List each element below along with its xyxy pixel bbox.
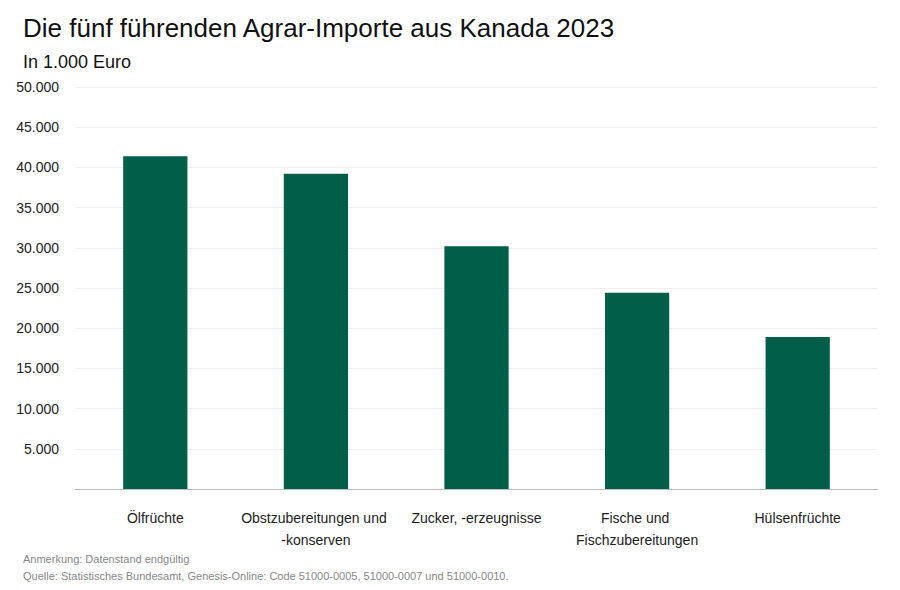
svg-text:10.000: 10.000	[16, 401, 59, 417]
svg-text:5.000: 5.000	[24, 441, 59, 457]
svg-text:45.000: 45.000	[16, 119, 59, 135]
svg-text:15.000: 15.000	[16, 360, 59, 376]
svg-text:Ölfrüchte: Ölfrüchte	[127, 509, 184, 526]
svg-text:Hülsenfrüchte: Hülsenfrüchte	[755, 510, 842, 526]
svg-text:20.000: 20.000	[16, 320, 59, 336]
svg-text:Fischzubereitungen: Fischzubereitungen	[576, 532, 698, 548]
svg-text:Quelle: Statistisches Bundesam: Quelle: Statistisches Bundesamt, Genesis…	[23, 570, 509, 582]
svg-text:50.000: 50.000	[16, 79, 59, 95]
svg-text:30.000: 30.000	[16, 240, 59, 256]
svg-text:25.000: 25.000	[16, 280, 59, 296]
svg-text:Die fünf führenden Agrar-Impor: Die fünf führenden Agrar-Importe aus Kan…	[23, 13, 614, 43]
svg-text:-konserven: -konserven	[281, 532, 350, 548]
svg-text:Obstzubereitungen und: Obstzubereitungen und	[241, 510, 390, 526]
svg-text:Zucker, -erzeugnisse: Zucker, -erzeugnisse	[412, 510, 542, 526]
svg-text:Anmerkung: Datenstand endgülti: Anmerkung: Datenstand endgültig	[23, 553, 189, 565]
svg-text:35.000: 35.000	[16, 200, 59, 216]
svg-text:40.000: 40.000	[16, 159, 59, 175]
svg-text:Fische und: Fische und	[601, 510, 673, 526]
svg-text:In 1.000 Euro: In 1.000 Euro	[23, 52, 131, 72]
